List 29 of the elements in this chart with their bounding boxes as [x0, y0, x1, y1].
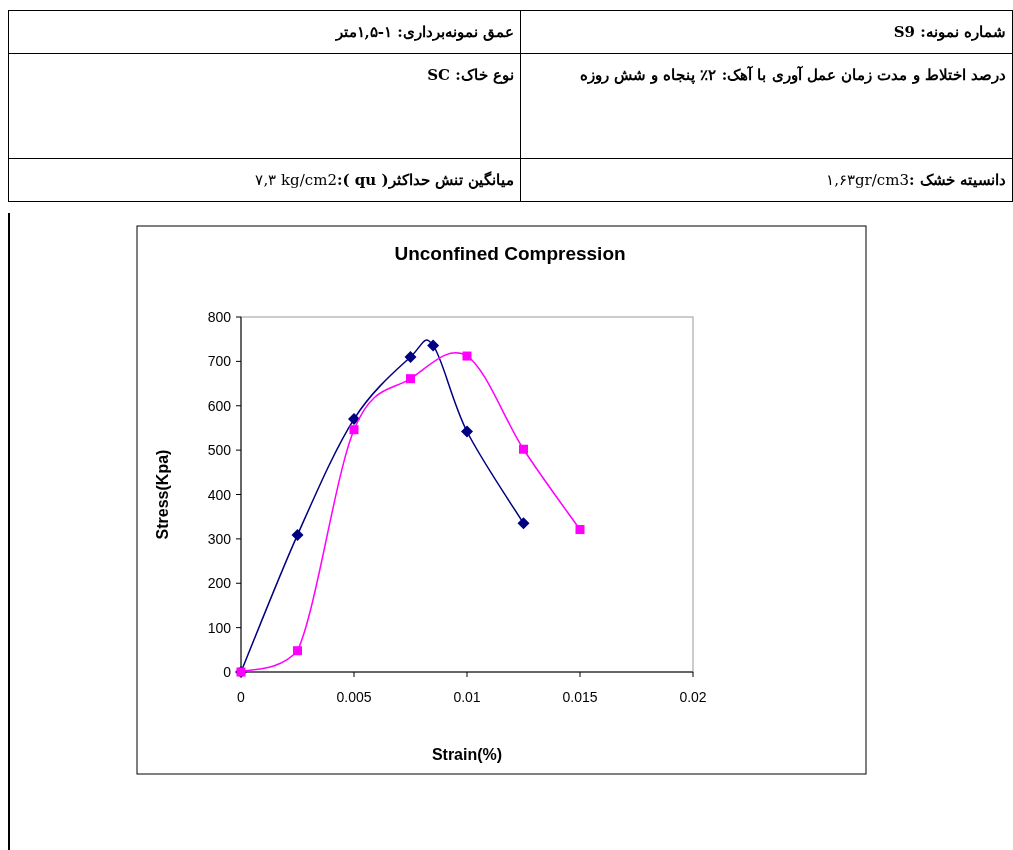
- point: [293, 646, 302, 656]
- y-tick-label: 300: [207, 530, 232, 547]
- point: [291, 528, 304, 541]
- point: [519, 444, 528, 454]
- x-tick-label: 0.02: [679, 689, 707, 705]
- y-tick-label: 200: [207, 575, 232, 592]
- x-tick-label: 0.015: [562, 689, 598, 705]
- point: [517, 517, 530, 530]
- y-axis-title: Stress(Kpa): [154, 449, 171, 540]
- y-tick-label: 800: [207, 309, 232, 325]
- chart-title: Unconfined Compression: [394, 243, 626, 264]
- point: [406, 374, 415, 384]
- y-tick-label: 0: [223, 664, 232, 680]
- point: [575, 525, 585, 535]
- x-tick-label: 0.005: [336, 689, 372, 705]
- point: [427, 339, 440, 352]
- y-tick-label: 600: [207, 397, 232, 414]
- point: [462, 351, 472, 361]
- y-tick-label: 700: [207, 353, 232, 370]
- x-axis-title: Strain(%): [431, 746, 503, 763]
- y-tick-label: 500: [207, 442, 232, 459]
- x-tick-label: 0: [237, 689, 246, 705]
- y-tick-label: 400: [207, 486, 232, 503]
- point: [461, 425, 473, 438]
- y-tick-label: 100: [207, 619, 232, 636]
- x-tick-label: 0.01: [453, 689, 481, 705]
- point: [348, 413, 360, 426]
- point: [349, 425, 359, 435]
- point: [404, 350, 417, 363]
